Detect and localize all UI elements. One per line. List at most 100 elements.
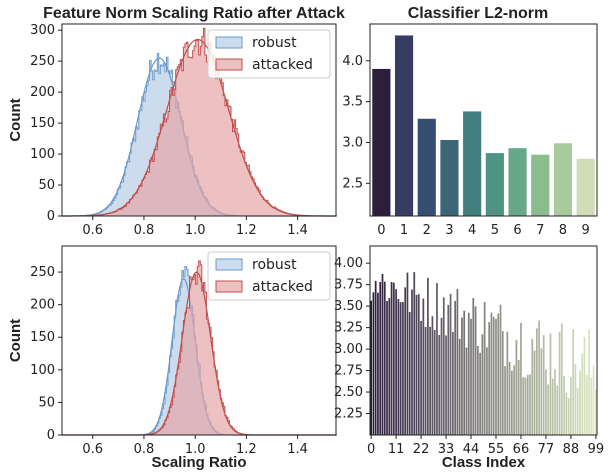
bar-class (556, 385, 559, 435)
bar-class (433, 330, 436, 435)
bar-class (483, 302, 486, 435)
y-tick-label: 200 (30, 298, 55, 313)
bar-class (420, 320, 422, 435)
x-tick-label: 33 (438, 442, 455, 457)
bar-class (383, 281, 386, 435)
x-tick-label: 0.8 (134, 223, 155, 238)
bar-class (445, 335, 447, 435)
bar-class (479, 352, 481, 435)
x-tick-label: 11 (388, 442, 405, 457)
bar-class (513, 365, 516, 435)
bar-class (501, 331, 504, 435)
bar-class (372, 292, 375, 435)
bar-class-9 (576, 158, 595, 216)
bar-class (590, 377, 593, 435)
y-tick-label: 0 (47, 209, 55, 224)
bar-class (415, 294, 418, 435)
bar-class (397, 299, 400, 435)
bar-class (576, 387, 579, 435)
bar-class (370, 300, 372, 435)
bar-class (549, 333, 552, 435)
bar-class-2 (417, 118, 436, 216)
bar-class (404, 287, 407, 435)
bar-class-6 (508, 148, 527, 216)
y-axis-label: Count (7, 98, 24, 141)
x-tick-label: 6 (513, 223, 521, 238)
bar-class (558, 331, 561, 435)
hist-fill-attacked (62, 261, 337, 435)
bar-class-7 (531, 154, 550, 216)
bar-class (399, 302, 402, 435)
bar-class (517, 359, 520, 435)
bar-class (390, 281, 393, 435)
bar-class (535, 328, 538, 435)
y-tick-label: 100 (30, 147, 55, 162)
bar-class-4 (463, 111, 482, 216)
x-tick-label: 2 (423, 223, 431, 238)
bar-class (481, 334, 484, 435)
x-axis-label: Scaling Ratio (151, 454, 246, 471)
y-tick-label: 150 (30, 330, 55, 345)
bar-class (449, 293, 452, 435)
bar-class (579, 370, 581, 435)
x-tick-label: 1.2 (236, 442, 257, 457)
x-tick-label: 1 (400, 223, 408, 238)
bar-class (526, 374, 529, 435)
bar-class (424, 326, 427, 435)
bar-class (454, 300, 456, 435)
y-tick-label: 4.00 (334, 256, 363, 271)
y-tick-label: 4.0 (342, 54, 363, 69)
y-tick-label: 2.50 (334, 385, 363, 400)
y-tick-label: 200 (30, 85, 55, 100)
bar-class (472, 298, 475, 435)
y-tick-label: 3.75 (334, 278, 363, 293)
x-tick-label: 1.4 (287, 223, 308, 238)
bar-class (538, 320, 540, 435)
y-tick-label: 3.0 (342, 135, 363, 150)
bar-class (545, 369, 547, 435)
x-tick-label: 0 (367, 442, 375, 457)
bar-class (542, 335, 545, 435)
x-tick-label: 8 (559, 223, 567, 238)
x-tick-label: 22 (413, 442, 430, 457)
bar-chart-top: 0 1 2 3 4 5 6 7 8 9 2.5 3.0 3.5 4.0 (342, 23, 598, 238)
x-axis-label: Class Index (442, 454, 526, 471)
bar-chart-bottom: 2.25 2.50 2.75 3.00 3.25 3.50 3.75 4.00 0 11 22 33 4… (334, 245, 604, 471)
histogram-top: 0.6 0.8 1.0 1.2 1.4 0 50 100 150 200 250 300 Count ro… (7, 23, 337, 238)
y-tick-label: 100 (30, 363, 55, 378)
bar-class (572, 328, 575, 435)
bar-class (463, 310, 466, 435)
bar-class (392, 282, 395, 435)
bar-class (574, 364, 577, 435)
bar-class-3 (440, 140, 459, 216)
bar-class (431, 316, 434, 435)
bar-class (547, 384, 550, 435)
bar-class (456, 289, 459, 435)
bar-class (395, 289, 397, 435)
bar-class (388, 298, 391, 435)
legend-swatch-attacked (215, 280, 243, 293)
bar-class (417, 294, 420, 435)
y-tick-label: 50 (38, 395, 55, 410)
axes-frame (369, 23, 598, 217)
x-tick-label: 1.0 (185, 442, 206, 457)
legend-label-attacked: attacked (252, 57, 313, 73)
y-axis-label: Count (7, 319, 24, 362)
bar-class (402, 302, 404, 435)
bar-class (413, 272, 416, 435)
bar-class (499, 304, 502, 435)
bar-class (529, 374, 531, 435)
bar-class (583, 337, 586, 435)
bar-class (520, 322, 522, 435)
bar-class-0 (372, 68, 391, 216)
bar-class (570, 376, 572, 435)
bar-class (554, 369, 556, 435)
x-tick-label: 0.6 (82, 442, 103, 457)
legend-label-robust: robust (252, 257, 297, 273)
bar-class (490, 312, 493, 435)
y-tick-label: 3.00 (334, 342, 363, 357)
hist-fill-robust (62, 53, 337, 216)
bar-class (465, 347, 468, 435)
bar-class (488, 322, 491, 435)
